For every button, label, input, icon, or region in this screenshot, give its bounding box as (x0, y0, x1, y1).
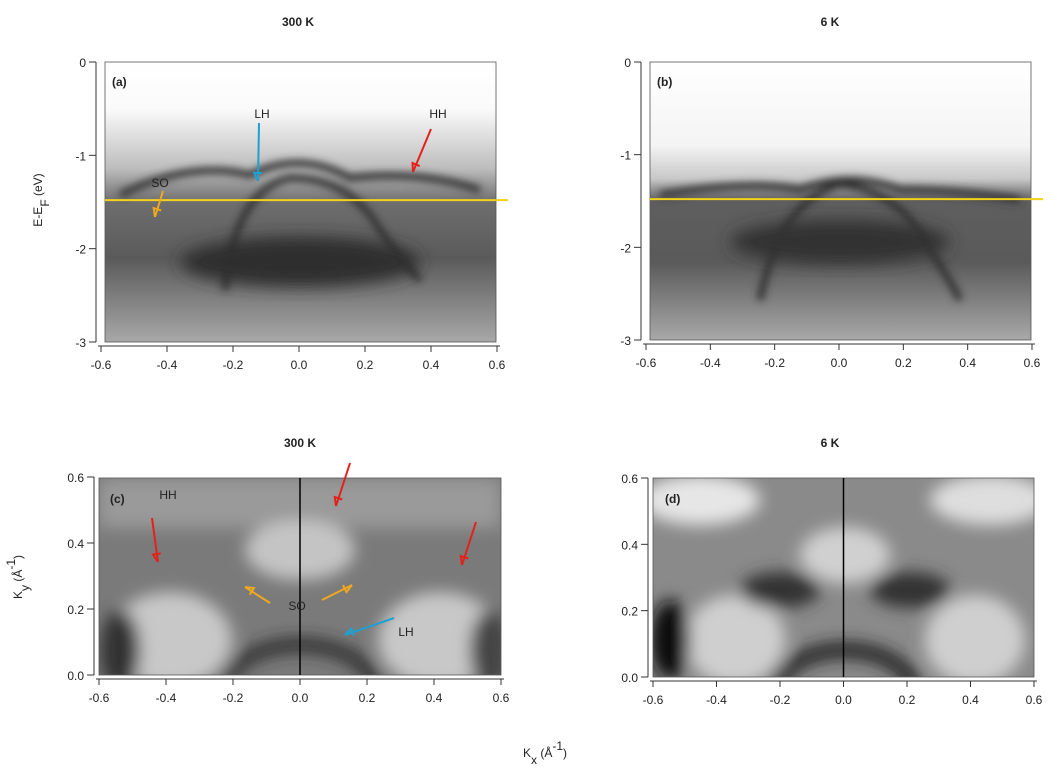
annotation-arrowhead (342, 584, 353, 594)
y-axis-label: Ky (Å-1) (4, 555, 32, 599)
annotation-arrow (154, 190, 164, 218)
x-tick-label: -0.6 (89, 691, 110, 705)
y-tick-label: -3 (75, 336, 86, 350)
x-tick-label: 0.4 (962, 693, 979, 707)
x-tick-label: 0.6 (1024, 356, 1041, 370)
panel-title: 300 K (284, 436, 316, 450)
label-part: ) (11, 555, 25, 559)
y-tick-label: 0.2 (621, 605, 638, 619)
annotation: LH (254, 107, 269, 121)
x-tick-label: 0.2 (359, 691, 376, 705)
x-tick-label: 0.4 (423, 358, 440, 372)
annotation-arrow (257, 122, 260, 182)
x-tick-label: -0.4 (157, 358, 178, 372)
annotation: LH (398, 625, 413, 639)
panel-label: (a) (112, 75, 127, 89)
annotation: HH (429, 107, 446, 121)
annotation-arrowhead (151, 552, 161, 563)
label-part: y (18, 585, 32, 591)
y-tick-label: 0 (79, 56, 86, 70)
y-tick-label: 0.6 (621, 472, 638, 486)
image-frame (649, 61, 1032, 341)
x-axis-label: Kx (Å-1) (523, 739, 567, 767)
x-tick-label: 0.2 (895, 356, 912, 370)
y-tick-label: -1 (620, 149, 631, 163)
y-tick-label: -3 (620, 334, 631, 348)
x-tick-label: -0.2 (223, 691, 244, 705)
x-tick-label: 0.2 (357, 358, 374, 372)
y-tick-label: -2 (75, 243, 86, 257)
y-tick-label: -2 (620, 241, 631, 255)
annotation: SO (151, 176, 168, 190)
label-part: F (38, 199, 52, 206)
annotation-arrowhead (244, 586, 256, 596)
panel-label: (b) (657, 75, 672, 89)
x-tick-label: -0.6 (643, 693, 664, 707)
panel-title: 6 K (821, 15, 840, 29)
x-tick-label: -0.6 (636, 356, 657, 370)
x-tick-label: 0.0 (835, 693, 852, 707)
x-tick-label: 0.0 (831, 356, 848, 370)
y-tick-label: 0.2 (67, 603, 84, 617)
annotation-arrowhead (459, 554, 469, 566)
x-tick-label: -0.6 (91, 358, 112, 372)
annotation-arrowhead (344, 626, 355, 637)
label-part: K (11, 591, 25, 599)
label-part: -1 (552, 739, 563, 753)
annotation-arrow (244, 586, 271, 604)
x-tick-label: 0.0 (292, 691, 309, 705)
y-axis-label: E-EF (eV) (31, 173, 52, 226)
spectrum-image-b (650, 62, 1031, 340)
label-part: (Å (537, 745, 552, 760)
panel-title: 6 K (821, 436, 840, 450)
panel-title: 300 K (282, 15, 314, 29)
x-tick-label: 0.4 (426, 691, 443, 705)
label-part: K (523, 746, 531, 760)
annotation-arrowhead (333, 495, 343, 507)
x-tick-label: 0.6 (489, 358, 506, 372)
annotation: HH (159, 488, 176, 502)
panel-label: (c) (110, 492, 125, 506)
y-tick-label: -1 (75, 149, 86, 163)
y-tick-label: 0.4 (67, 537, 84, 551)
annotation-arrowhead (411, 161, 421, 173)
label-part: x (531, 753, 537, 767)
annotation: SO (288, 599, 305, 613)
x-tick-label: -0.4 (706, 693, 727, 707)
label-part: (Å (10, 570, 25, 585)
y-tick-label: 0 (624, 56, 631, 70)
annotation-arrowhead (152, 206, 162, 218)
x-tick-label: 0.4 (959, 356, 976, 370)
annotation-arrow (321, 584, 353, 601)
x-tick-label: -0.2 (770, 693, 791, 707)
y-tick-label: 0.0 (67, 669, 84, 683)
label-part: E-E (31, 207, 45, 227)
x-tick-label: 0.6 (1026, 693, 1043, 707)
image-frame (104, 61, 497, 343)
y-tick-label: 0.4 (621, 538, 638, 552)
spectrum-image-a (105, 62, 496, 342)
x-tick-label: -0.4 (156, 691, 177, 705)
x-tick-label: 0.6 (493, 691, 510, 705)
annotation-arrowhead (252, 171, 263, 182)
label-part: (eV) (31, 173, 45, 199)
panel-label: (d) (665, 492, 680, 506)
label-part: ) (563, 746, 567, 760)
x-tick-label: 0.0 (291, 358, 308, 372)
y-tick-label: 0.0 (621, 671, 638, 685)
x-tick-label: -0.4 (700, 356, 721, 370)
y-tick-label: 0.6 (67, 471, 84, 485)
x-tick-label: -0.2 (223, 358, 244, 372)
x-tick-label: -0.2 (764, 356, 785, 370)
x-tick-label: 0.2 (899, 693, 916, 707)
label-part: -1 (4, 559, 18, 570)
